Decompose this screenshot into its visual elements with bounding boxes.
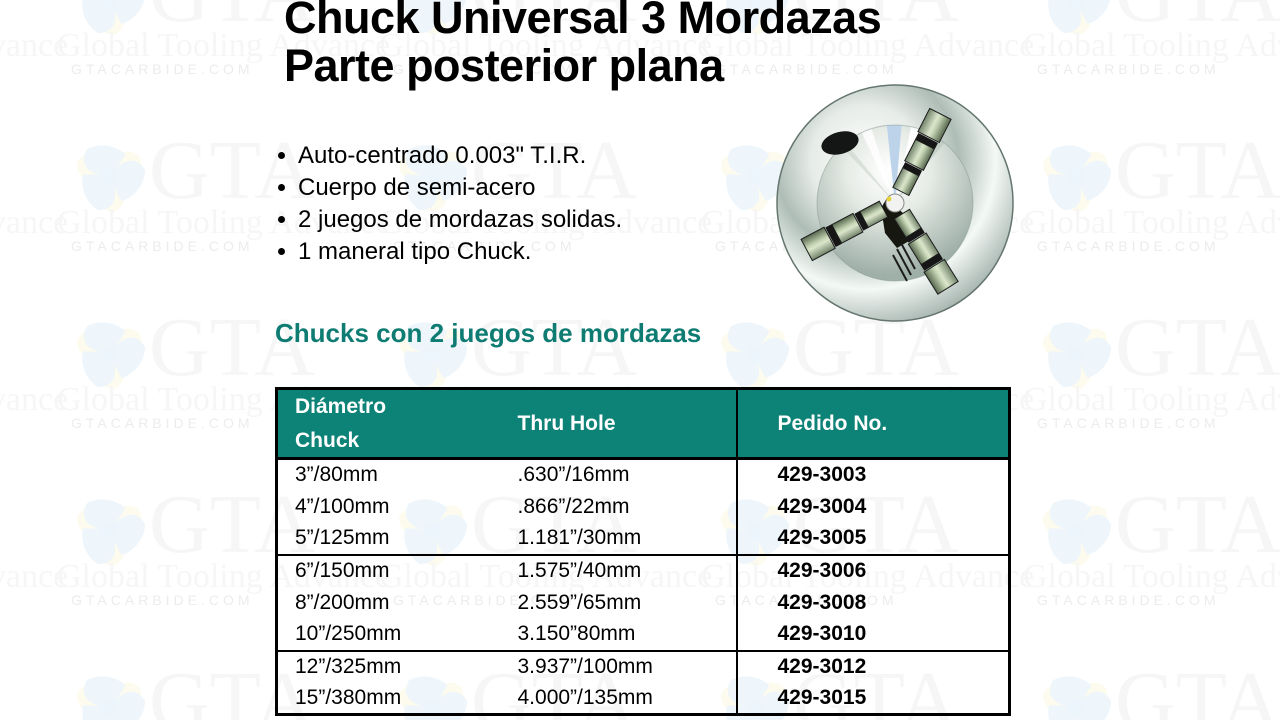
svg-text:Global Tooling Advance: Global Tooling Advance [1023,204,1280,241]
svg-text:GTA: GTA [1115,124,1280,217]
svg-text:GTACARBIDE.COM: GTACARBIDE.COM [1037,592,1220,608]
svg-text:Global Tooling Advance: Global Tooling Advance [0,27,68,64]
svg-text:GTA: GTA [149,124,315,217]
svg-text:GTACARBIDE.COM: GTACARBIDE.COM [71,592,254,608]
svg-text:GTA: GTA [1115,0,1280,40]
svg-text:Global Tooling Advance: Global Tooling Advance [0,381,68,418]
svg-text:GTACARBIDE.COM: GTACARBIDE.COM [71,238,254,254]
svg-text:GTACARBIDE.COM: GTACARBIDE.COM [1037,415,1220,431]
svg-text:GTA: GTA [1115,655,1280,720]
svg-text:GTACARBIDE.COM: GTACARBIDE.COM [71,415,254,431]
svg-text:GTA: GTA [1115,301,1280,394]
svg-text:Global Tooling Advance: Global Tooling Advance [1023,27,1280,64]
svg-text:Global Tooling Advance: Global Tooling Advance [1023,381,1280,418]
svg-text:Global Tooling Advance: Global Tooling Advance [1023,558,1280,595]
svg-text:GTACARBIDE.COM: GTACARBIDE.COM [1037,238,1220,254]
svg-text:GTACARBIDE.COM: GTACARBIDE.COM [71,61,254,77]
svg-text:GTA: GTA [1115,478,1280,571]
svg-text:GTACARBIDE.COM: GTACARBIDE.COM [1037,61,1220,77]
svg-text:Global Tooling Advance: Global Tooling Advance [0,204,68,241]
svg-text:Global Tooling Advance: Global Tooling Advance [0,558,68,595]
